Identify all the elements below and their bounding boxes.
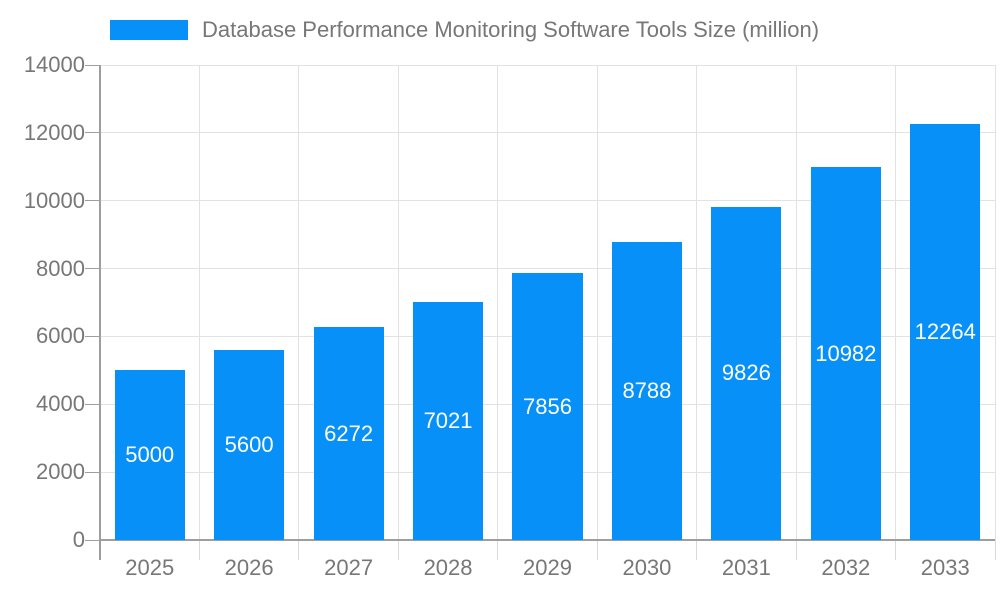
- bar-2026: 5600: [214, 350, 285, 540]
- gridline-x: [198, 65, 200, 540]
- x-tick: [994, 540, 996, 560]
- legend-swatch[interactable]: [110, 20, 188, 40]
- x-tick-label-2033: 2033: [920, 555, 970, 580]
- bar-value-2025: 5000: [125, 442, 175, 468]
- bar-2028: 7021: [413, 301, 484, 540]
- gridline-x: [795, 65, 797, 540]
- x-tick-label-2031: 2031: [721, 555, 771, 580]
- gridline-y-8000: [100, 268, 995, 270]
- bar-2025: 5000: [114, 370, 185, 540]
- legend-label[interactable]: Database Performance Monitoring Software…: [202, 17, 820, 42]
- bar-value-2031: 9826: [721, 360, 771, 386]
- y-tick-14000: [85, 64, 100, 66]
- bar-2029: 7856: [512, 273, 583, 540]
- bar-value-2027: 6272: [324, 420, 374, 446]
- y-tick-4000: [85, 403, 100, 405]
- y-tick-label: 14000: [23, 52, 85, 77]
- gridline-y-10000: [100, 200, 995, 202]
- bar-2030: 8788: [611, 241, 682, 540]
- x-tick: [198, 540, 200, 560]
- x-tick-label-2029: 2029: [523, 555, 572, 580]
- gridline-x: [397, 65, 399, 540]
- bar-2032: 10982: [810, 167, 881, 540]
- x-tick: [497, 540, 499, 560]
- gridline-x: [596, 65, 598, 540]
- x-tick-label-2030: 2030: [622, 555, 672, 580]
- x-tick: [397, 540, 399, 560]
- x-tick-label-2027: 2027: [324, 555, 374, 580]
- x-tick-label-2025: 2025: [125, 555, 175, 580]
- y-tick-6000: [85, 335, 100, 337]
- y-tick-label: 10000: [23, 187, 85, 213]
- legend: Database Performance Monitoring Software…: [110, 17, 819, 43]
- y-tick-label: 6000: [36, 323, 85, 349]
- bar-value-2030: 8788: [622, 377, 672, 403]
- x-tick: [596, 540, 598, 560]
- gridline-y-14000: [100, 64, 995, 66]
- y-tick-label: 2000: [36, 459, 85, 485]
- x-axis-line: [100, 539, 995, 541]
- x-tick: [795, 540, 797, 560]
- y-tick-label: 0: [72, 527, 85, 552]
- gridline-x: [895, 65, 897, 540]
- gridline-y-12000: [100, 132, 995, 134]
- x-tick-label-2032: 2032: [821, 555, 871, 580]
- bar-value-2033: 12264: [914, 318, 976, 344]
- gridline-x: [298, 65, 300, 540]
- y-tick-label: 12000: [23, 119, 85, 145]
- bar-value-2028: 7021: [423, 407, 473, 433]
- y-axis-line: [99, 65, 101, 560]
- bar-value-2026: 5600: [224, 432, 274, 457]
- x-tick: [696, 540, 698, 560]
- bar-2033: 12264: [910, 123, 981, 540]
- bar-2031: 9826: [711, 206, 782, 540]
- bar-value-2032: 10982: [815, 340, 877, 366]
- bar-2027: 6272: [313, 327, 384, 540]
- plot-area: 0 2000 4000 6000 8000 10000 12000 14000 5000 2025…: [24, 52, 996, 580]
- y-tick-label: 8000: [36, 255, 85, 281]
- x-tick: [895, 540, 897, 560]
- gridline-x: [497, 65, 499, 540]
- y-tick-12000: [85, 132, 100, 134]
- y-tick-2000: [85, 471, 100, 473]
- y-tick-8000: [85, 268, 100, 270]
- y-tick-0: [85, 539, 100, 541]
- gridline-x: [994, 65, 996, 540]
- x-tick-label-2028: 2028: [423, 555, 473, 580]
- gridline-x: [696, 65, 698, 540]
- x-tick-label-2026: 2026: [224, 555, 274, 580]
- x-tick: [298, 540, 300, 560]
- y-tick-label: 4000: [36, 391, 85, 417]
- bar-value-2029: 7856: [523, 393, 572, 419]
- y-tick-10000: [85, 200, 100, 202]
